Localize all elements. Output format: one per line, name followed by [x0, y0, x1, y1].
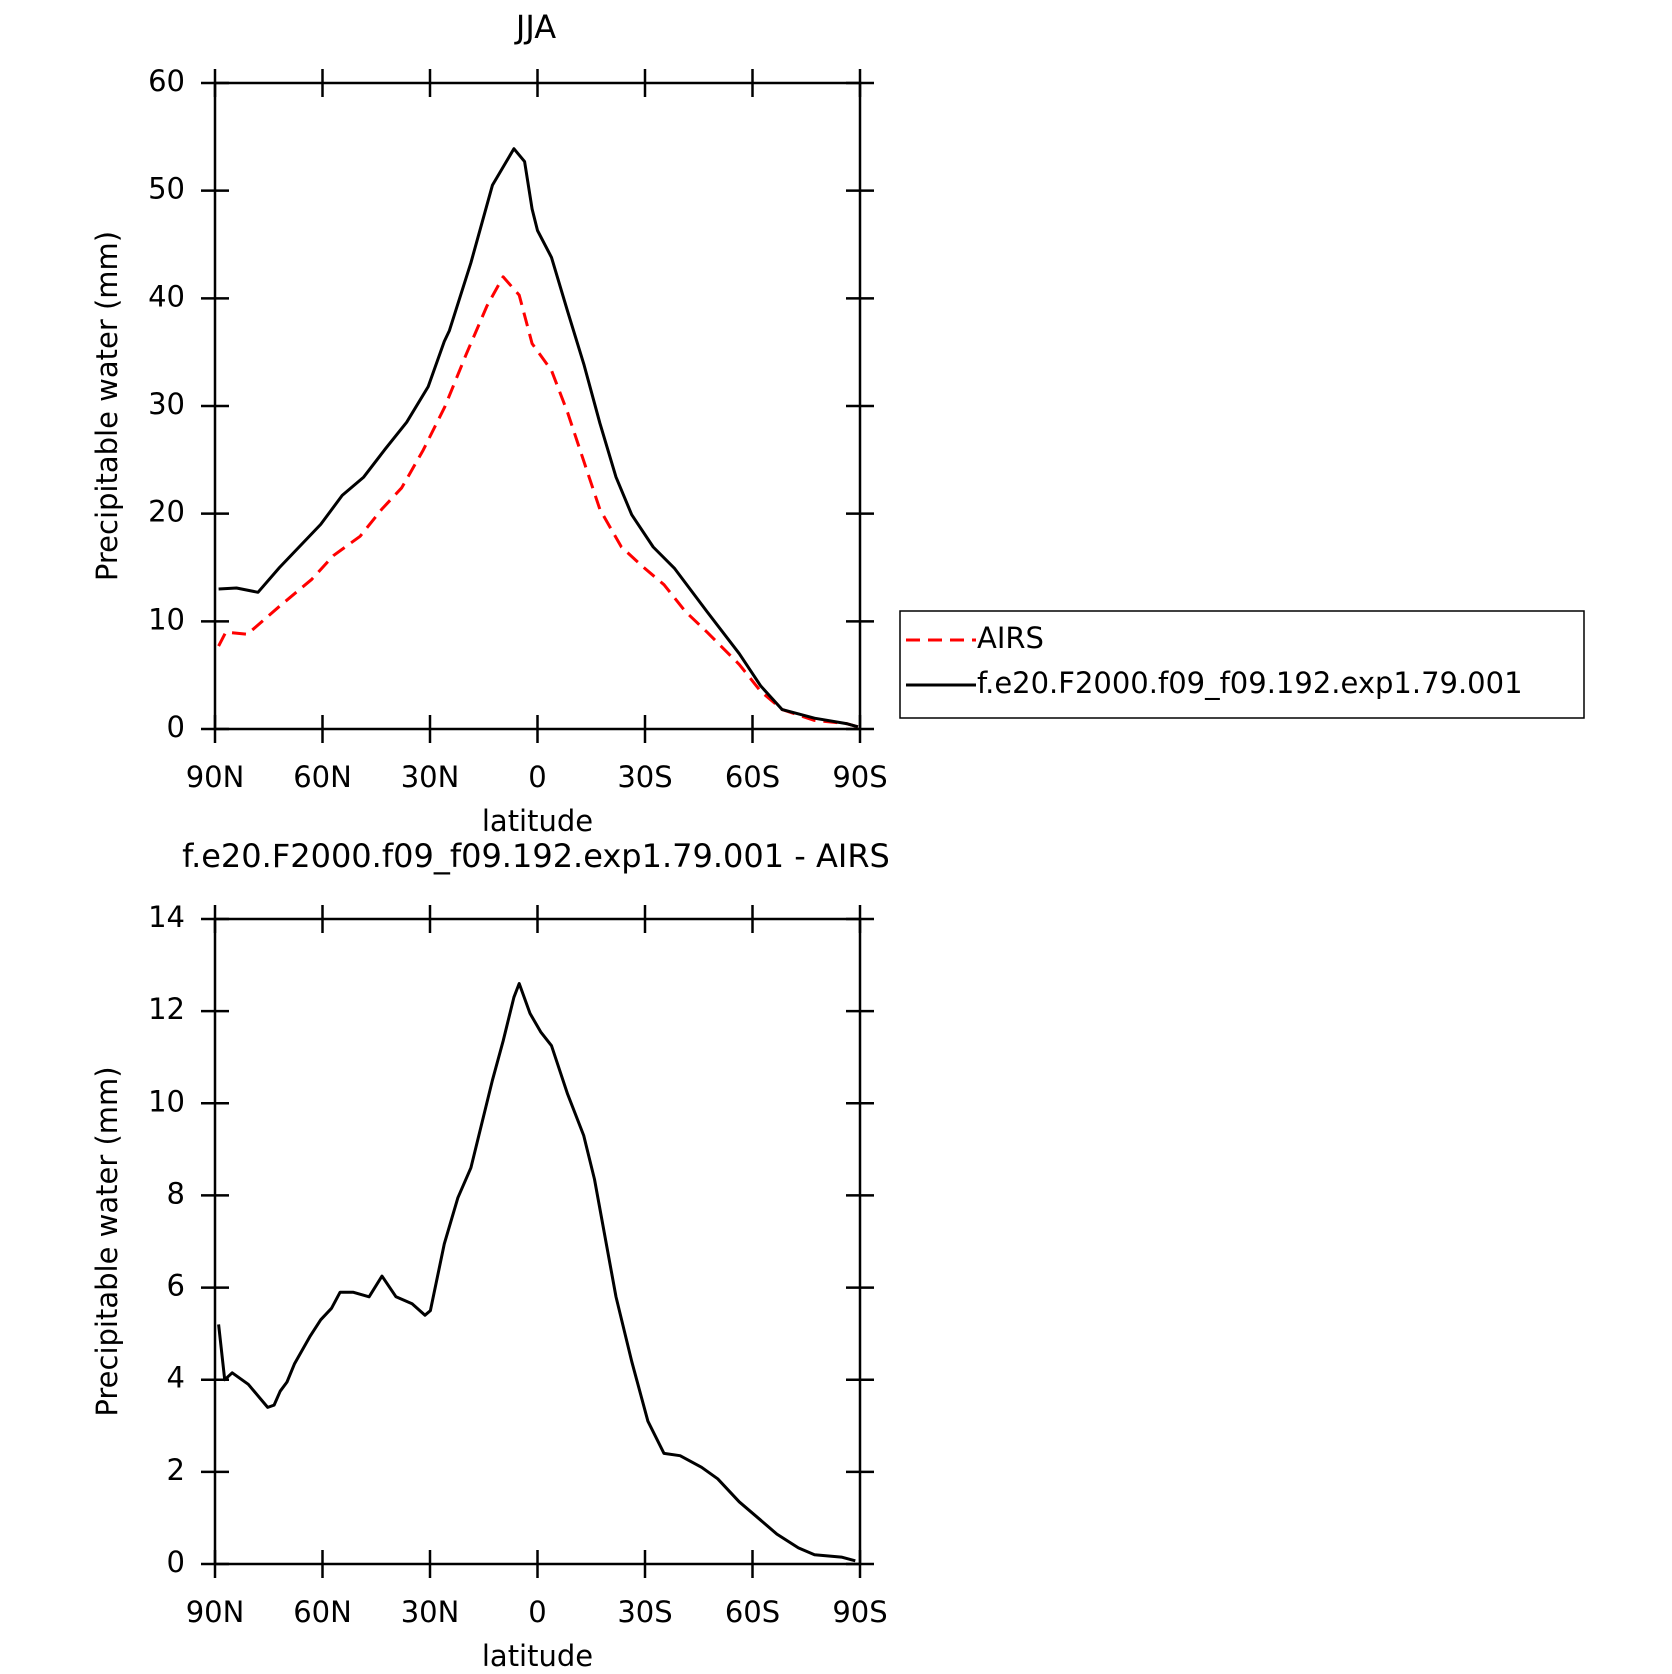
x-tick-label: 60N	[293, 1595, 352, 1629]
y-tick-label: 2	[167, 1453, 185, 1487]
data-line	[217, 275, 859, 729]
y-axis-label: Precipitable water (mm)	[90, 1066, 124, 1416]
x-tick-label: 60S	[725, 760, 780, 794]
y-tick-label: 0	[167, 1545, 185, 1579]
legend-box	[899, 610, 1585, 719]
chart-title: JJA	[514, 8, 556, 46]
y-tick-label: 10	[148, 1084, 185, 1118]
y-tick-label: 50	[148, 172, 185, 206]
y-tick-label: 6	[167, 1269, 185, 1303]
plot-frame	[213, 917, 862, 1566]
x-axis-label: latitude	[482, 1639, 593, 1673]
y-tick-label: 10	[148, 602, 185, 636]
y-tick-label: 12	[148, 992, 185, 1026]
y-tick-label: 40	[148, 279, 185, 313]
x-axis-label: latitude	[482, 804, 593, 838]
x-tick-label: 60S	[725, 1595, 780, 1629]
x-tick-label: 30S	[617, 760, 672, 794]
x-tick-label: 0	[528, 760, 546, 794]
x-tick-label: 90S	[832, 1595, 887, 1629]
x-tick-label: 90N	[186, 760, 245, 794]
y-tick-label: 0	[167, 710, 185, 744]
data-line	[217, 982, 856, 1563]
y-tick-label: 60	[148, 64, 185, 98]
chart-title: f.e20.F2000.f09_f09.192.exp1.79.001 - AI…	[182, 837, 890, 875]
x-tick-label: 60N	[293, 760, 352, 794]
y-tick-label: 30	[148, 387, 185, 421]
y-tick-label: 14	[148, 900, 185, 934]
legend-label: f.e20.F2000.f09_f09.192.exp1.79.001	[977, 666, 1523, 700]
x-tick-label: 30S	[617, 1595, 672, 1629]
x-tick-label: 90N	[186, 1595, 245, 1629]
plot-frame	[213, 81, 862, 731]
x-tick-label: 0	[528, 1595, 546, 1629]
y-tick-label: 8	[167, 1176, 185, 1210]
x-tick-label: 30N	[401, 1595, 460, 1629]
data-line	[218, 147, 859, 729]
y-tick-label: 4	[167, 1361, 185, 1395]
legend-label: AIRS	[977, 621, 1044, 655]
y-tick-label: 20	[148, 495, 185, 529]
x-tick-label: 30N	[401, 760, 460, 794]
x-tick-label: 90S	[832, 760, 887, 794]
y-axis-label: Precipitable water (mm)	[90, 231, 124, 581]
